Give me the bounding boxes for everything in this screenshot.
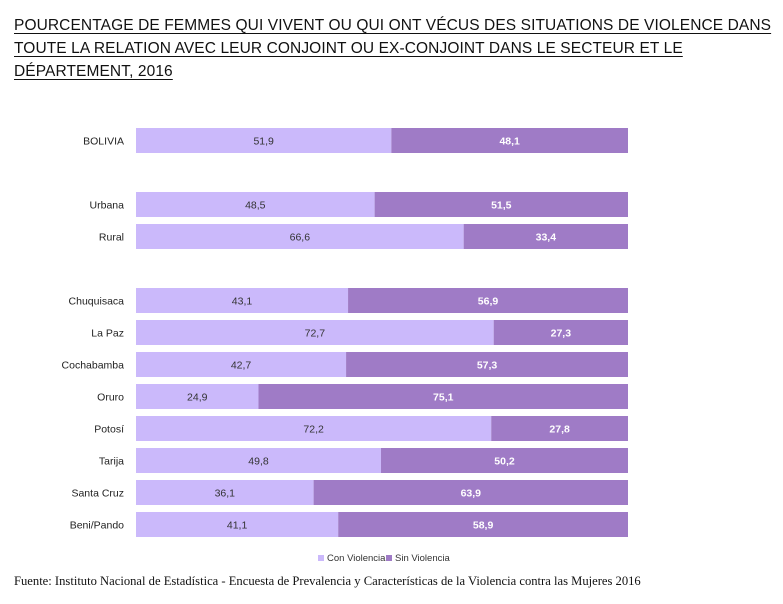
data-label-sin-violencia-chuquisaca: 56,9 — [478, 296, 499, 308]
bar-sin-violencia-bolivia — [391, 128, 628, 153]
data-label-con-violencia-tarija: 49,8 — [248, 456, 269, 468]
category-label-urbana: Urbana — [90, 200, 125, 212]
chart-title-line-1: POURCENTAGE DE FEMMES QUI VIVENT OU QUI … — [14, 17, 772, 34]
bar-con-violencia-beni-pando — [136, 512, 339, 537]
category-label-santa-cruz: Santa Cruz — [71, 488, 124, 500]
legend-label-con-violencia: Con Violencia — [327, 553, 386, 564]
data-label-con-violencia-urbana: 48,5 — [245, 200, 266, 212]
chart-title-line-2: TOUTE LA RELATION AVEC LEUR CONJOINT OU … — [14, 40, 683, 57]
data-label-con-violencia-cochabamba: 42,7 — [231, 360, 252, 372]
data-label-sin-violencia-santa-cruz: 63,9 — [461, 488, 482, 500]
bar-sin-violencia-santa-cruz — [313, 480, 628, 505]
category-label-bolivia: BOLIVIA — [83, 136, 124, 148]
data-label-con-violencia-oruro: 24,9 — [187, 392, 208, 404]
chart-title: POURCENTAGE DE FEMMES QUI VIVENT OU QUI … — [14, 14, 774, 83]
category-label-tarija: Tarija — [99, 456, 124, 468]
bar-sin-violencia-cochabamba — [346, 352, 628, 377]
bar-con-violencia-tarija — [136, 448, 382, 473]
bar-sin-violencia-la-paz — [493, 320, 628, 345]
data-label-sin-violencia-la-paz: 27,3 — [551, 328, 572, 340]
data-label-con-violencia-la-paz: 72,7 — [305, 328, 326, 340]
bar-sin-violencia-urbana — [374, 192, 628, 217]
legend-label-sin-violencia: Sin Violencia — [395, 553, 450, 564]
bar-con-violencia-potosi — [136, 416, 492, 441]
bar-sin-violencia-oruro — [258, 384, 628, 409]
category-label-cochabamba: Cochabamba — [62, 360, 125, 372]
category-label-la-paz: La Paz — [91, 328, 124, 340]
bar-con-violencia-urbana — [136, 192, 375, 217]
category-label-beni-pando: Beni/Pando — [70, 520, 124, 532]
data-label-con-violencia-santa-cruz: 36,1 — [215, 488, 236, 500]
category-label-potosi: Potosí — [94, 424, 124, 436]
bar-con-violencia-santa-cruz — [136, 480, 314, 505]
bar-sin-violencia-chuquisaca — [348, 288, 628, 313]
bar-sin-violencia-beni-pando — [338, 512, 628, 537]
bar-con-violencia-rural — [136, 224, 464, 249]
source-note: Fuente: Instituto Nacional de Estadístic… — [14, 574, 641, 588]
data-label-sin-violencia-potosi: 27,8 — [549, 424, 570, 436]
data-label-con-violencia-potosi: 72,2 — [303, 424, 324, 436]
data-label-sin-violencia-urbana: 51,5 — [491, 200, 512, 212]
bar-con-violencia-bolivia — [136, 128, 392, 153]
bar-sin-violencia-rural — [463, 224, 628, 249]
category-label-rural: Rural — [99, 232, 124, 244]
data-label-con-violencia-bolivia: 51,9 — [253, 136, 274, 148]
data-label-sin-violencia-oruro: 75,1 — [433, 392, 454, 404]
bar-con-violencia-oruro — [136, 384, 259, 409]
bar-sin-violencia-potosi — [491, 416, 628, 441]
data-label-sin-violencia-cochabamba: 57,3 — [477, 360, 498, 372]
data-label-sin-violencia-beni-pando: 58,9 — [473, 520, 494, 532]
category-label-chuquisaca: Chuquisaca — [69, 296, 125, 308]
data-label-con-violencia-chuquisaca: 43,1 — [232, 296, 253, 308]
bar-sin-violencia-tarija — [381, 448, 628, 473]
bar-con-violencia-cochabamba — [136, 352, 347, 377]
data-label-sin-violencia-rural: 33,4 — [536, 232, 557, 244]
bar-con-violencia-chuquisaca — [136, 288, 349, 313]
legend-swatch-sin-violencia — [386, 555, 392, 561]
legend-swatch-con-violencia — [318, 555, 324, 561]
data-label-sin-violencia-bolivia: 48,1 — [499, 136, 520, 148]
data-label-sin-violencia-tarija: 50,2 — [494, 456, 515, 468]
bar-con-violencia-la-paz — [136, 320, 494, 345]
data-label-con-violencia-rural: 66,6 — [290, 232, 311, 244]
chart-title-line-3: DÉPARTEMENT, 2016 — [14, 63, 173, 80]
category-label-oruro: Oruro — [97, 392, 124, 404]
data-label-con-violencia-beni-pando: 41,1 — [227, 520, 248, 532]
